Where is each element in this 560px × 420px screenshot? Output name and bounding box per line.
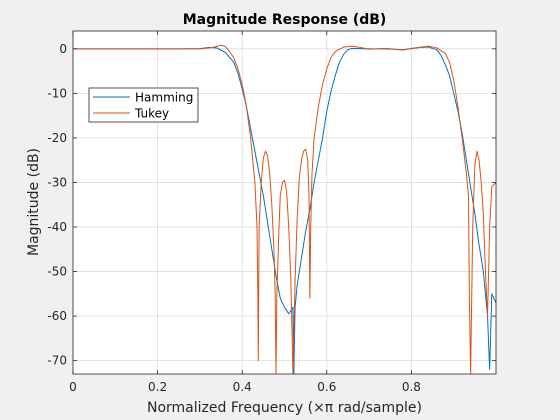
x-tick-label: 0.6 (317, 380, 336, 394)
y-axis-label: Magnitude (dB) (26, 148, 42, 256)
x-tick-label: 0.4 (233, 380, 252, 394)
series-layer (73, 44, 496, 374)
x-tick-labels: 0 0.2 0.4 0.6 0.8 (69, 380, 421, 394)
y-tick-labels: 0 -10 -20 -30 -40 -50 -60 -70 (47, 42, 67, 368)
plot-frame (72, 30, 497, 375)
legend-label-hamming: Hamming (135, 91, 193, 105)
legend-label-tukey: Tukey (134, 107, 169, 121)
x-tick-label: 0 (69, 380, 77, 394)
legend-box (88, 87, 199, 123)
y-tick-label: -20 (47, 131, 67, 145)
y-tick-label: -60 (47, 309, 67, 323)
x-tick-label: 0.8 (402, 380, 421, 394)
legend: Hamming Tukey (88, 87, 199, 123)
y-tick-label: -10 (47, 86, 67, 100)
y-tick-label: -30 (47, 175, 67, 189)
series-line-tukey (73, 44, 496, 374)
y-tick-label: -40 (47, 220, 67, 234)
x-tick-label: 0.2 (148, 380, 167, 394)
ticks (72, 31, 496, 374)
chart-title: Magnitude Response (dB) (183, 12, 387, 28)
y-tick-label: -70 (47, 354, 67, 368)
y-tick-label: 0 (59, 42, 67, 56)
plot-area (73, 31, 496, 374)
x-axis-label: Normalized Frequency (×π rad/sample) (147, 400, 422, 416)
y-tick-label: -50 (47, 265, 67, 279)
